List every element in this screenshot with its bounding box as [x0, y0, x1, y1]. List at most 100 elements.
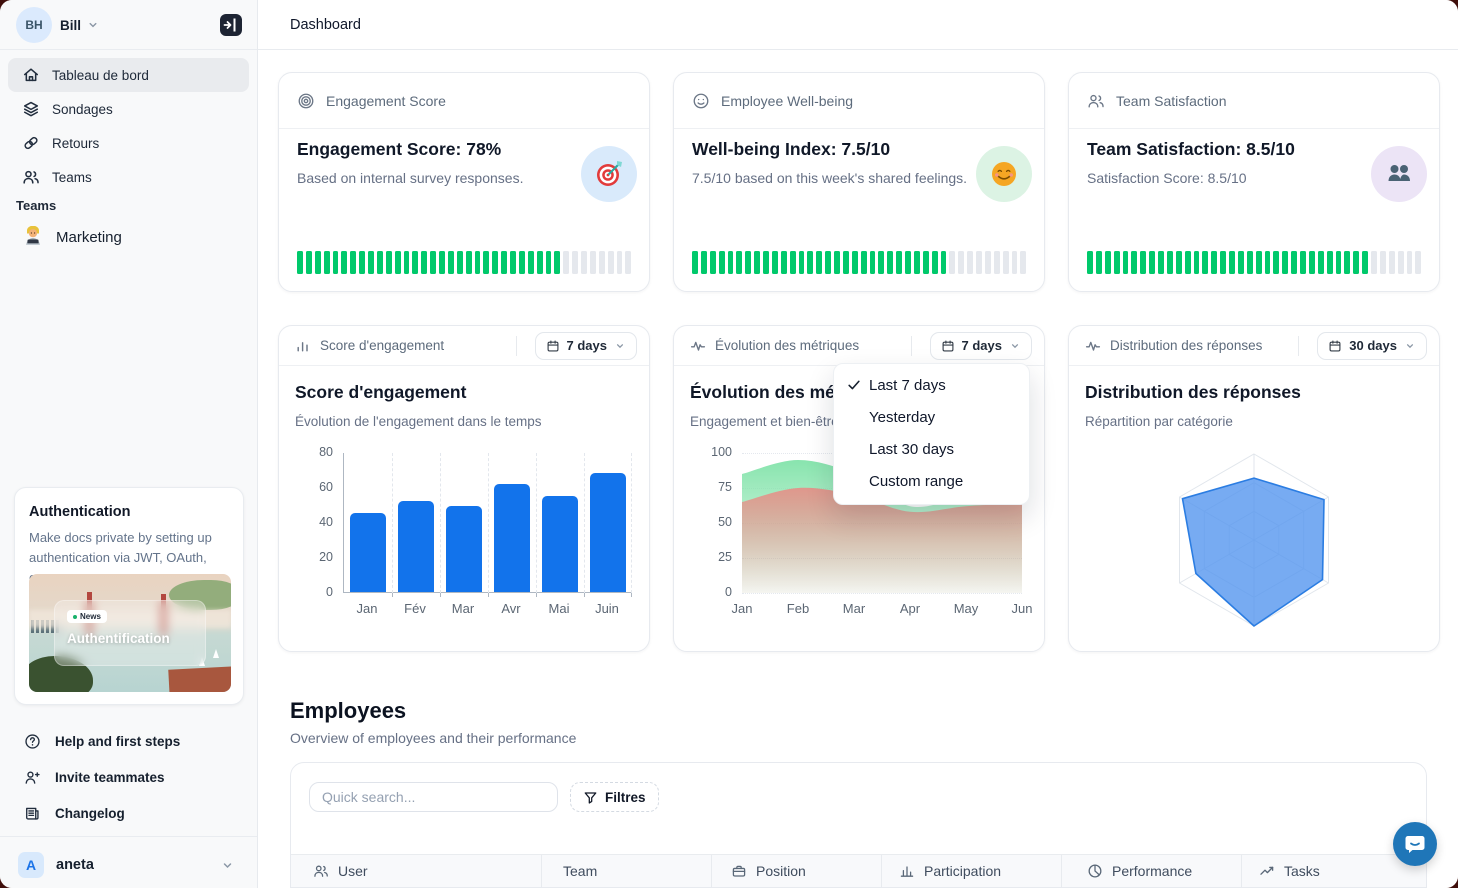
satisfaction-card: Team Satisfaction Team Satisfaction: 8.5… [1068, 72, 1440, 292]
sidebar-item-feedback[interactable]: Retours [8, 126, 249, 160]
footer-item-label: Help and first steps [55, 733, 181, 749]
promo-card-authentication[interactable]: Authentication Make docs private by sett… [14, 487, 244, 705]
promo-title: Authentication [29, 504, 131, 520]
area-chart: 0 25 50 75 100 Jan Feb Mar Apr May Jun [711, 445, 1033, 616]
column-divider [1061, 855, 1062, 887]
wellbeing-card: Employee Well-being Well-being Index: 7.… [673, 72, 1045, 292]
date-range-button[interactable]: 7 days [929, 331, 1032, 360]
newspaper-icon [26, 807, 39, 820]
workspace-switcher[interactable]: A aneta [0, 845, 257, 885]
column-header-user[interactable]: User [313, 855, 368, 887]
menu-item-last-30-days[interactable]: Last 30 days [869, 441, 955, 458]
search-input[interactable] [309, 782, 558, 812]
user-plus-icon [25, 770, 40, 784]
menu-item-yesterday[interactable]: Yesterday [869, 409, 936, 426]
card-header-label: Team Satisfaction [1116, 92, 1227, 109]
footer-item-label: Changelog [55, 805, 125, 821]
chart-title: Score d'engagement [295, 382, 467, 402]
bar-chart-icon [297, 341, 308, 352]
date-range-button[interactable]: 30 days [1317, 331, 1427, 360]
chart-title: Distribution des réponses [1085, 382, 1301, 402]
check-icon [848, 380, 860, 390]
sidebar-item-surveys[interactable]: Sondages [8, 92, 249, 126]
user-menu-trigger[interactable]: Bill [60, 0, 100, 50]
column-header-team[interactable]: Team [563, 863, 598, 879]
avatar[interactable]: BH [16, 7, 52, 43]
sidebar-header: BH Bill [0, 0, 257, 50]
pulse-icon [690, 341, 706, 351]
card-header-label: Engagement Score [326, 92, 446, 109]
news-badge: News [67, 610, 107, 623]
employees-table-card: Filtres User Team Position [290, 762, 1427, 888]
metric-title: Team Satisfaction: 8.5/10 [1087, 139, 1295, 159]
sidebar-item-changelog[interactable]: Changelog [0, 795, 257, 831]
green-dot-icon [73, 614, 77, 619]
funnel-icon [584, 791, 597, 804]
column-divider [1241, 855, 1242, 887]
workspace-name: aneta [56, 857, 94, 873]
building-shape [168, 666, 231, 692]
sidebar-item-help[interactable]: Help and first steps [0, 723, 257, 759]
distribution-card: Distribution des réponses 30 days Distri… [1068, 325, 1440, 652]
filters-button[interactable]: Filtres [570, 782, 659, 812]
sidebar-nav: Tableau de bord Sondages Retours Teams [8, 58, 249, 194]
column-header-position[interactable]: Position [731, 855, 806, 887]
chart-subtitle: Engagement et bien-être [690, 414, 839, 429]
divider [0, 836, 257, 837]
sidebar-item-dashboard[interactable]: Tableau de bord [8, 58, 249, 92]
home-icon [23, 68, 39, 82]
chart-subtitle: Évolution de l'engagement dans le temps [295, 414, 542, 429]
column-divider [881, 855, 882, 887]
chat-launcher-button[interactable] [1393, 822, 1437, 866]
panel-header: Évolution des métriques 7 days [674, 326, 1044, 366]
chevron-down-icon [1406, 343, 1414, 348]
footer-item-label: Invite teammates [55, 769, 165, 785]
technologist-emoji-icon [26, 226, 40, 245]
calendar-icon [547, 340, 558, 351]
chevron-down-icon [1011, 343, 1019, 348]
menu-item-last-7-days[interactable]: Last 7 days [834, 370, 1029, 402]
sidebar-item-label: Teams [52, 169, 92, 185]
panel-header-label: Distribution des réponses [1110, 338, 1263, 353]
users-icon [1088, 94, 1104, 108]
smiley-icon [693, 93, 709, 108]
calendar-icon [942, 340, 953, 351]
column-divider [541, 855, 542, 887]
sailboat-shape [213, 649, 219, 658]
calendar-icon [1329, 340, 1341, 351]
card-header: Employee Well-being [674, 73, 1044, 129]
user-name: Bill [60, 17, 82, 33]
divider [1298, 335, 1300, 356]
employees-subtitle: Overview of employees and their performa… [290, 730, 577, 746]
column-header-performance[interactable]: Performance [1087, 855, 1192, 887]
panel-collapse-icon [220, 14, 242, 36]
main-content: Dashboard Engagement Score Engagement Sc… [258, 0, 1458, 888]
menu-item-custom-range[interactable]: Custom range [869, 473, 964, 490]
table-header-row: User Team Position Participation Perform… [291, 854, 1426, 887]
panel-header-label: Score d'engagement [320, 338, 445, 353]
workspace-avatar: A [18, 852, 44, 878]
team-item-label: Marketing [56, 228, 122, 246]
panel-header-label: Évolution des métriques [715, 338, 860, 353]
sidebar-item-invite[interactable]: Invite teammates [0, 759, 257, 795]
column-header-tasks[interactable]: Tasks [1259, 855, 1320, 887]
card-header: Team Satisfaction [1069, 73, 1439, 129]
chat-bubble-icon [1405, 836, 1425, 853]
date-range-button[interactable]: 7 days [534, 331, 637, 360]
sidebar-item-teams[interactable]: Teams [8, 160, 249, 194]
bar-chart: 0 20 40 60 80 Jan Fév Mar Avr Mai Juin [295, 445, 633, 621]
card-header-label: Employee Well-being [721, 92, 854, 109]
chain-link-icon [24, 136, 38, 150]
panel-header: Score d'engagement 7 days [279, 326, 649, 366]
column-header-participation[interactable]: Participation [899, 855, 1001, 887]
sidebar-item-label: Sondages [52, 101, 113, 117]
target-icon [298, 93, 314, 108]
promo-image-title: Authentification [67, 631, 170, 646]
metric-title: Engagement Score: 78% [297, 139, 502, 159]
smiley-emoji-icon [976, 146, 1032, 202]
sidebar-item-label: Retours [52, 135, 100, 151]
collapse-sidebar-button[interactable] [219, 13, 243, 37]
employees-title: Employees [290, 698, 407, 723]
sidebar-item-marketing[interactable]: Marketing [8, 220, 249, 254]
wellbeing-progress-bar [692, 251, 1027, 274]
